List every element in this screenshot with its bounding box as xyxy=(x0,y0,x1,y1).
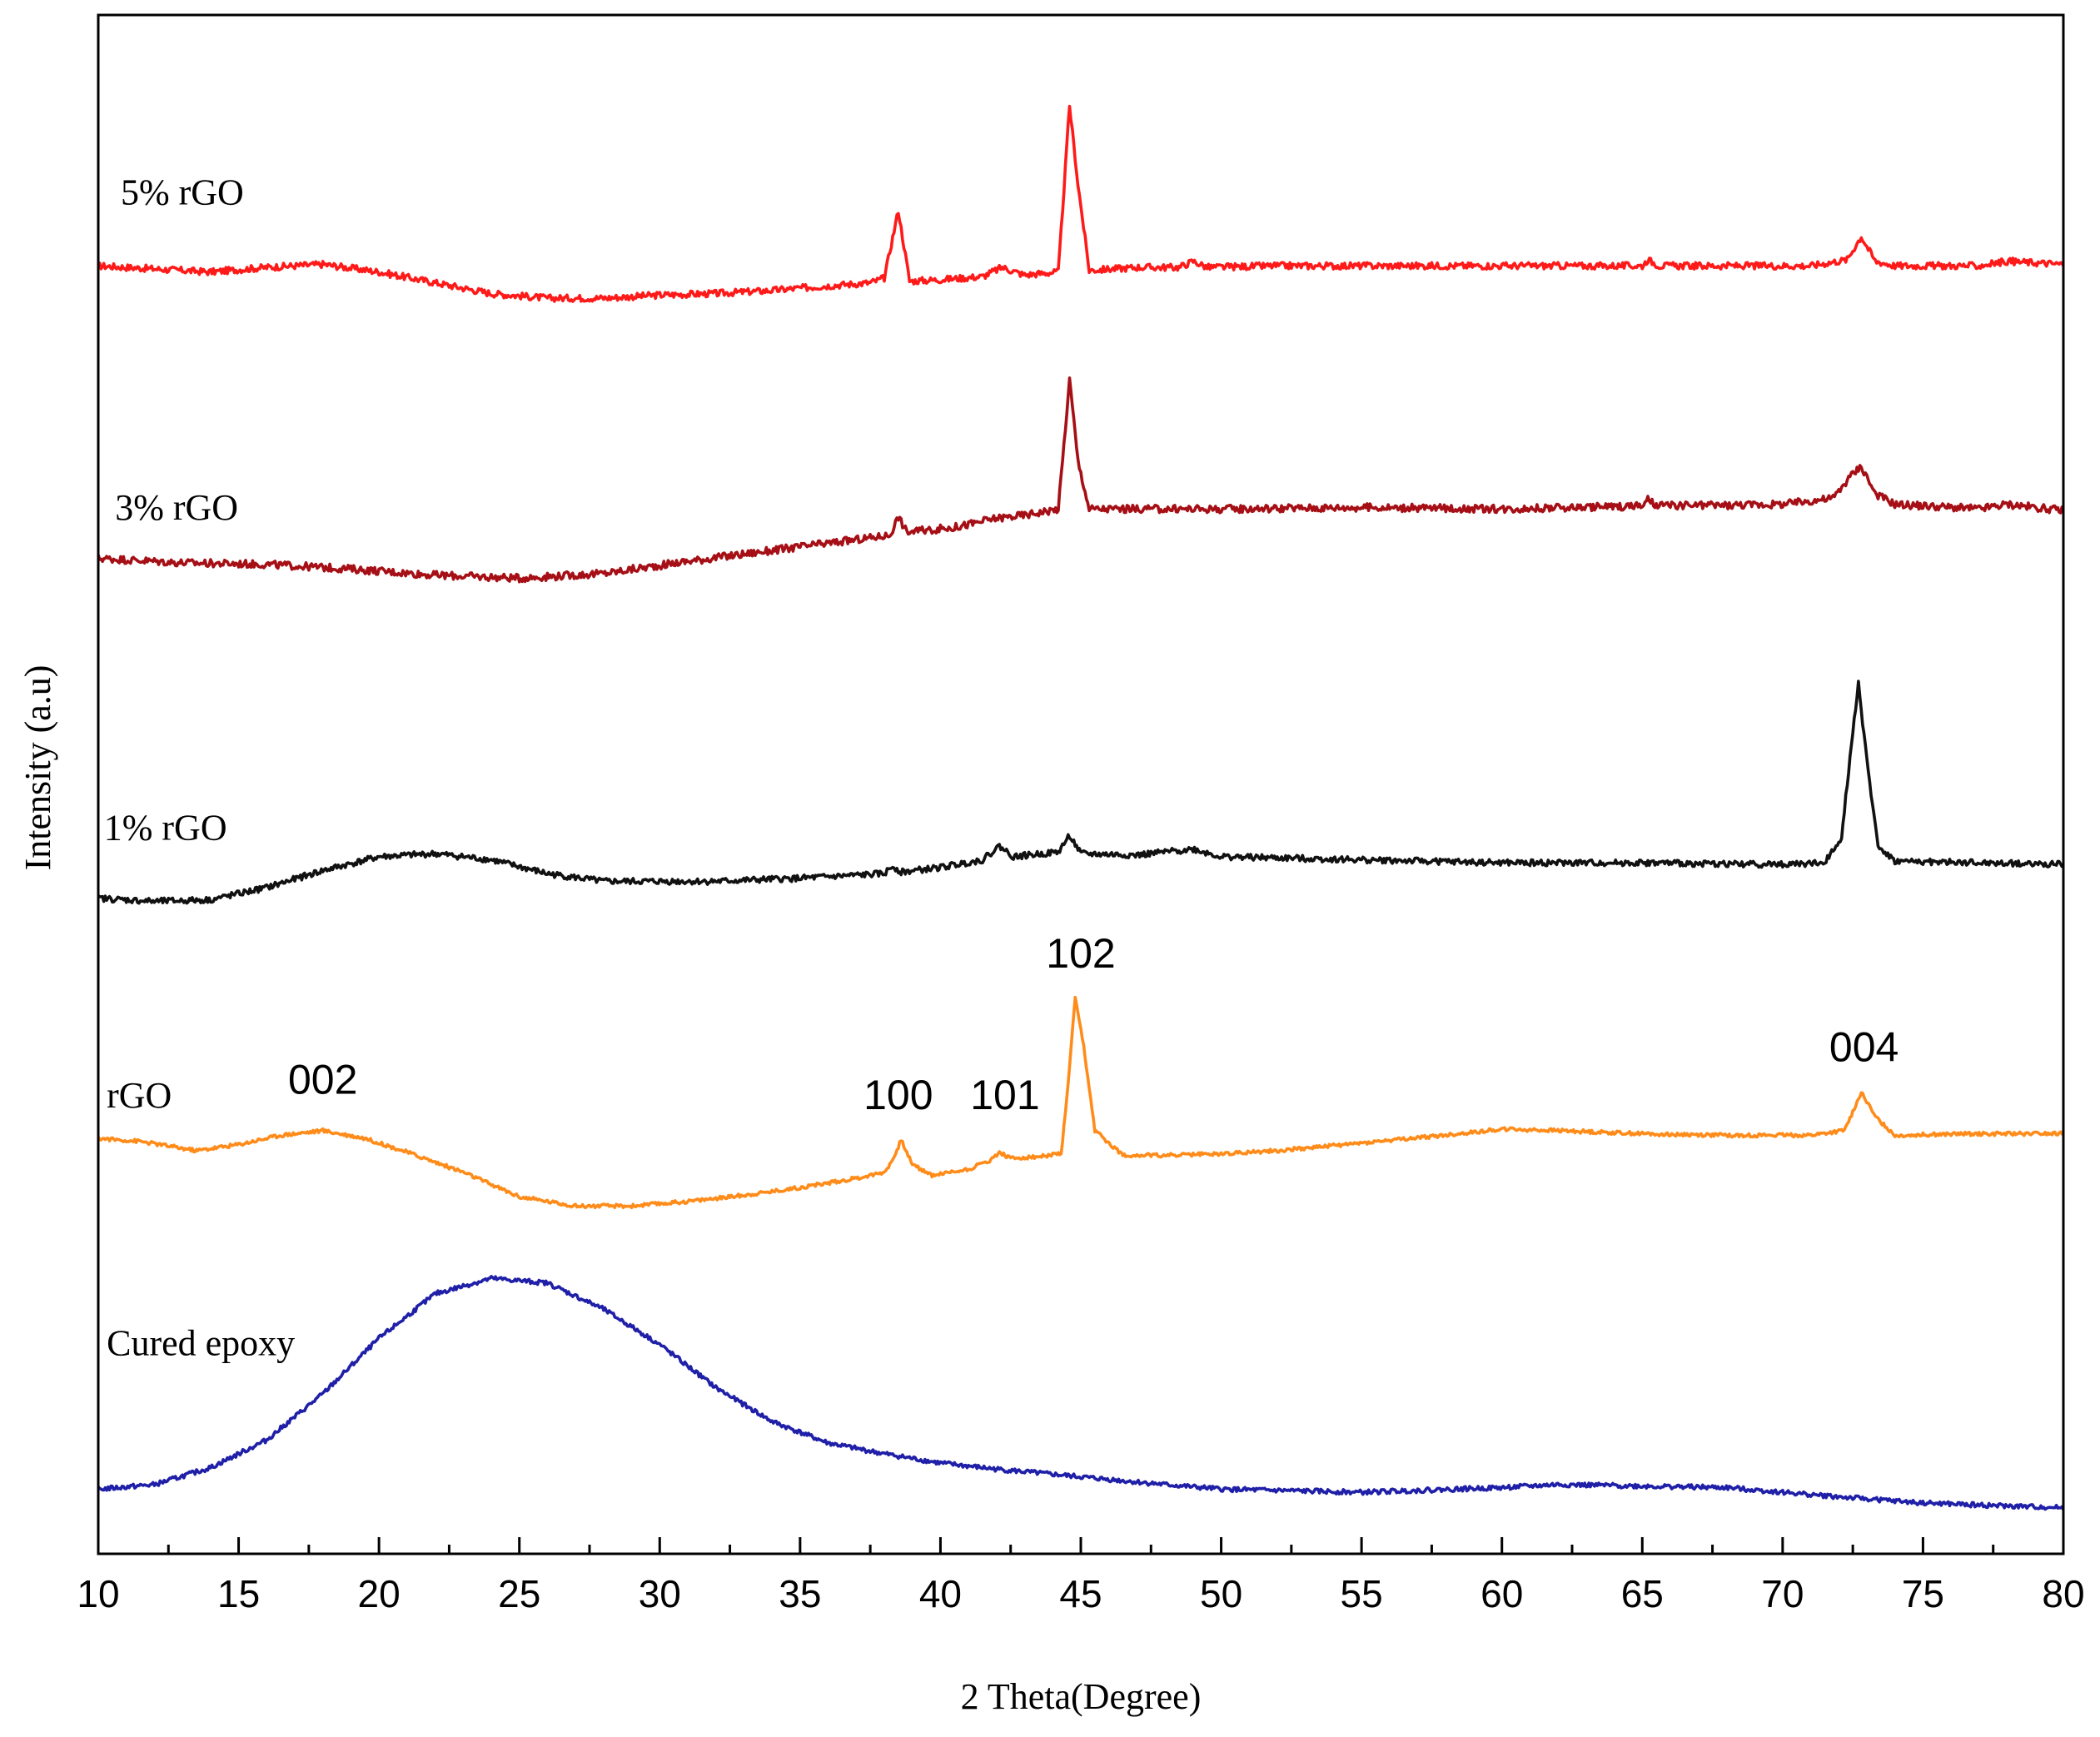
peak-label-101: 101 xyxy=(970,1072,1039,1118)
x-tick-label: 20 xyxy=(358,1572,401,1615)
x-tick-label: 45 xyxy=(1059,1572,1102,1615)
series-label: 1% rGO xyxy=(104,808,227,849)
x-tick-label: 75 xyxy=(1902,1572,1944,1615)
x-tick-label: 15 xyxy=(217,1572,260,1615)
series-5-rgo-line xyxy=(97,104,2065,303)
x-tick-label: 25 xyxy=(498,1572,540,1615)
series-rgo-line xyxy=(97,995,2064,1210)
x-tick-label: 60 xyxy=(1480,1572,1523,1615)
x-tick-label: 40 xyxy=(919,1572,962,1615)
x-tick-label: 10 xyxy=(77,1572,119,1615)
peak-label-100: 100 xyxy=(863,1072,933,1118)
plot-frame xyxy=(97,13,2065,1555)
x-tick-label: 50 xyxy=(1200,1572,1242,1615)
y-axis-title: Intensity (a.u) xyxy=(17,665,58,871)
series-label: 3% rGO xyxy=(115,487,238,528)
series-1-rgo-line xyxy=(97,679,2065,905)
x-tick-label: 65 xyxy=(1621,1572,1664,1615)
series-cured-epoxy-line xyxy=(97,1275,2065,1511)
peak-annotations: 002 100 101 102 004 xyxy=(288,930,1898,1118)
peak-label-002: 002 xyxy=(288,1056,357,1102)
x-tick-label: 80 xyxy=(2042,1572,2084,1615)
series-label: Cured epoxy xyxy=(107,1323,295,1364)
x-axis-title: 2 Theta(Degree) xyxy=(961,1676,1202,1717)
x-tick-label: 35 xyxy=(779,1572,821,1615)
x-tick-label: 70 xyxy=(1761,1572,1804,1615)
x-axis-ticks: 10 15 20 25 30 35 40 45 50 55 60 65 70 75 80 xyxy=(77,1537,2085,1615)
peak-label-102: 102 xyxy=(1046,930,1115,977)
x-tick-label: 55 xyxy=(1341,1572,1383,1615)
peak-label-004: 004 xyxy=(1829,1024,1898,1071)
x-tick-label: 30 xyxy=(639,1572,681,1615)
series-label: rGO xyxy=(107,1075,172,1116)
series-layer xyxy=(97,104,2065,1511)
series-3-rgo-line xyxy=(97,376,2064,584)
series-labels: 5% rGO 3% rGO 1% rGO rGO Cured epoxy xyxy=(104,172,295,1363)
series-label: 5% rGO xyxy=(121,172,244,212)
